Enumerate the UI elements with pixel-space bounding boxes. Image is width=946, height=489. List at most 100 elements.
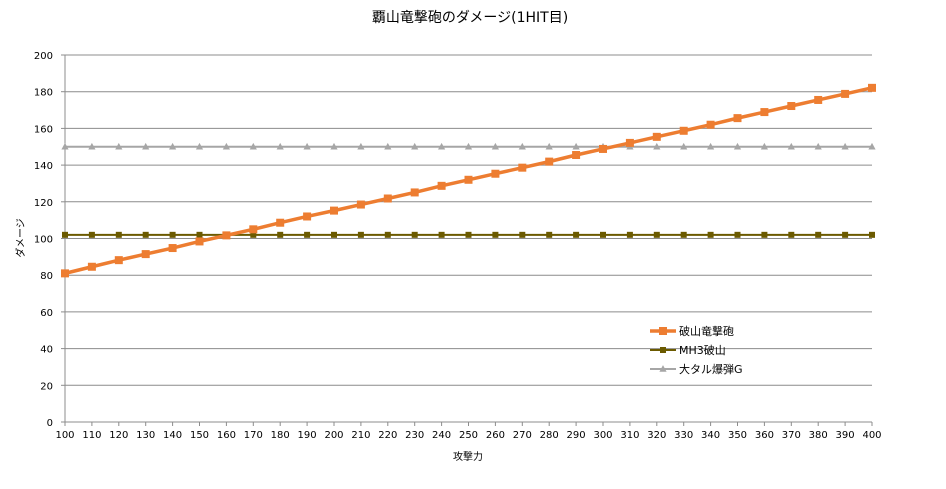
x-tick-label: 120 bbox=[109, 430, 128, 441]
y-tick-label: 120 bbox=[34, 198, 53, 209]
data-point bbox=[734, 231, 741, 238]
data-point bbox=[572, 151, 581, 160]
data-point bbox=[222, 231, 231, 240]
x-tick-label: 160 bbox=[217, 430, 236, 441]
x-tick-label: 130 bbox=[136, 430, 155, 441]
data-point bbox=[518, 163, 527, 172]
data-point bbox=[625, 138, 634, 147]
x-tick-label: 200 bbox=[324, 430, 343, 441]
legend-swatch-marker bbox=[659, 327, 667, 335]
data-point bbox=[195, 142, 204, 150]
data-point bbox=[383, 194, 392, 203]
data-point bbox=[626, 231, 633, 238]
legend-label: MH3破山 bbox=[679, 343, 726, 357]
data-point bbox=[518, 142, 526, 150]
data-point bbox=[653, 231, 660, 238]
data-point bbox=[330, 142, 338, 150]
data-point bbox=[707, 142, 715, 150]
data-point bbox=[519, 231, 526, 238]
x-tick-label: 310 bbox=[620, 430, 639, 441]
x-tick-label: 290 bbox=[567, 430, 586, 441]
data-point bbox=[249, 142, 257, 150]
data-point bbox=[465, 231, 472, 238]
legend-item: 大タル爆弾G bbox=[650, 362, 743, 376]
data-point bbox=[733, 142, 742, 150]
data-point bbox=[733, 114, 742, 123]
y-tick-label: 40 bbox=[40, 345, 53, 356]
data-point bbox=[276, 142, 284, 150]
x-axis-title: 攻撃力 bbox=[453, 450, 483, 463]
x-tick-label: 110 bbox=[82, 430, 101, 441]
data-point bbox=[384, 142, 392, 150]
data-point bbox=[869, 231, 875, 238]
data-point bbox=[573, 231, 580, 238]
legend-label: 破山竜撃砲 bbox=[679, 324, 734, 338]
series-1 bbox=[62, 231, 875, 238]
data-point bbox=[760, 108, 769, 117]
y-tick-label: 60 bbox=[40, 308, 53, 319]
data-point bbox=[546, 231, 553, 238]
data-point bbox=[788, 231, 795, 238]
x-tick-label: 220 bbox=[378, 430, 397, 441]
data-point bbox=[249, 225, 258, 234]
data-point bbox=[760, 142, 768, 150]
tick-labels: 0 20 40 60 80 100 120 140 160 180 200 100 110 120 130 1… bbox=[34, 51, 882, 441]
data-point bbox=[680, 142, 688, 150]
x-tick-label: 370 bbox=[782, 430, 801, 441]
series-0 bbox=[61, 83, 876, 278]
y-tick-label: 20 bbox=[40, 381, 53, 392]
data-point bbox=[411, 231, 418, 238]
data-point bbox=[464, 142, 473, 150]
legend-swatch-marker bbox=[660, 347, 666, 353]
x-tick-label: 100 bbox=[55, 430, 74, 441]
data-point bbox=[88, 142, 96, 150]
x-tick-label: 390 bbox=[836, 430, 855, 441]
data-point bbox=[330, 206, 338, 215]
x-tick-label: 140 bbox=[163, 430, 182, 441]
x-tick-label: 240 bbox=[432, 430, 451, 441]
y-tick-label: 0 bbox=[47, 418, 53, 429]
x-tick-label: 340 bbox=[701, 430, 720, 441]
data-point bbox=[464, 175, 473, 184]
data-point bbox=[61, 142, 69, 150]
legend-item: MH3破山 bbox=[650, 343, 726, 357]
data-point bbox=[787, 102, 796, 111]
x-tick-label: 300 bbox=[593, 430, 612, 441]
data-point bbox=[87, 262, 96, 271]
data-point bbox=[356, 200, 365, 209]
x-tick-label: 260 bbox=[486, 430, 505, 441]
gridlines bbox=[65, 54, 872, 386]
data-point bbox=[357, 231, 364, 238]
data-point bbox=[679, 126, 688, 135]
data-point bbox=[545, 157, 554, 166]
y-tick-label: 200 bbox=[34, 51, 53, 62]
data-point bbox=[277, 231, 284, 238]
data-point bbox=[841, 142, 849, 150]
data-point bbox=[600, 231, 606, 238]
data-point bbox=[250, 231, 257, 238]
data-point bbox=[706, 120, 715, 129]
x-tick-label: 270 bbox=[513, 430, 532, 441]
data-point bbox=[222, 142, 230, 150]
data-point bbox=[142, 142, 150, 150]
data-point bbox=[868, 142, 876, 150]
data-point bbox=[384, 231, 391, 238]
data-point bbox=[114, 256, 123, 265]
series-2 bbox=[61, 142, 876, 150]
y-tick-label: 180 bbox=[34, 88, 53, 99]
data-point bbox=[168, 244, 177, 253]
data-point bbox=[276, 218, 285, 227]
data-point bbox=[492, 231, 499, 238]
data-point bbox=[304, 231, 311, 238]
data-point bbox=[599, 144, 607, 153]
chart-title: 覇山竜撃砲のダメージ(1HIT目) bbox=[372, 9, 568, 26]
x-tick-label: 360 bbox=[755, 430, 774, 441]
x-tick-label: 230 bbox=[405, 430, 424, 441]
data-point bbox=[169, 231, 176, 238]
x-tick-label: 280 bbox=[540, 430, 559, 441]
data-point bbox=[357, 142, 365, 150]
data-point bbox=[437, 181, 446, 190]
data-point bbox=[411, 142, 419, 150]
